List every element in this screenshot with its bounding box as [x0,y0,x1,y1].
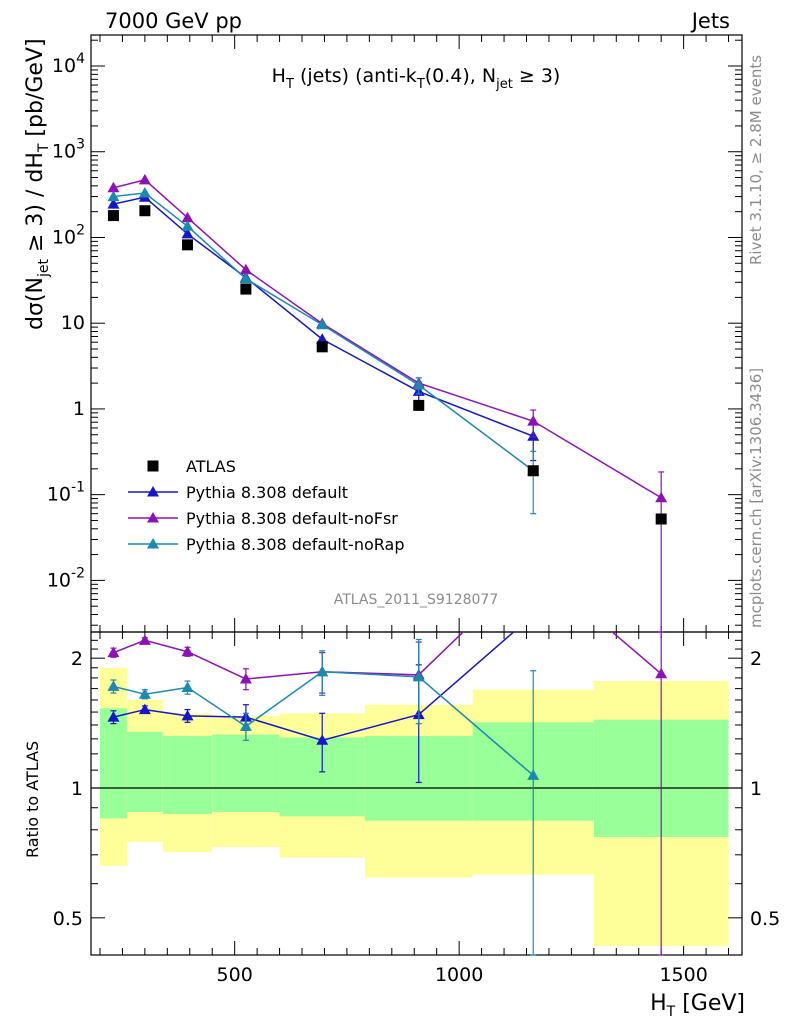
ratio-series-point [181,709,194,721]
ratio-y-tick-label: 0.5 [53,908,83,930]
analysis-id: ATLAS_2011_S9128077 [334,592,499,608]
atlas-data-point [413,399,425,411]
ratio-series-point [181,645,194,657]
header-right: Jets [690,9,730,33]
y-tick-label: 10-2 [47,565,85,591]
y-tick-label: 10 [61,312,85,334]
ratio-y-tick-label: 1 [750,778,762,800]
chart-title: HT (jets) (anti-kT(0.4), Njet ≥ 3) [272,65,561,92]
atlas-data-point [182,239,194,251]
legend-label: Pythia 8.308 default [186,483,348,502]
ratio-series-point [138,634,151,645]
legend-label: Pythia 8.308 default-noRap [186,535,404,554]
ratio-series-point [138,703,151,715]
ratio-y-tick-label: 1 [71,778,83,800]
ratio-band-inner [99,708,127,819]
series-point [107,181,120,193]
series-point [316,318,329,330]
x-tick-label: 1500 [659,964,707,986]
x-tick-label: 500 [217,964,253,986]
series-point [316,333,329,344]
legend: ATLAS Pythia 8.308 default Pythia 8.308 de… [128,457,404,554]
atlas-data-point [107,210,119,222]
atlas-data-point [655,513,667,525]
ratio-series-point [412,670,425,682]
header-left: 7000 GeV pp [105,9,242,33]
legend-marker [147,512,159,523]
series-point [239,272,252,284]
ratio-series-point [107,711,120,722]
legend-marker [147,486,159,497]
y-tick-label: 1 [73,398,85,420]
legend-marker [147,538,159,549]
y-tick-label: 104 [52,51,85,77]
y-axis-label: dσ(Njet ≥ 3) / dHT [pb/GeV] [23,38,52,330]
y-tick-label: 102 [52,222,85,248]
series-point [412,379,425,390]
atlas-data-point [316,341,328,353]
series-point [138,173,151,185]
ratio-series-point [239,672,252,684]
series-point [239,263,252,275]
series-point [107,190,120,202]
ratio-series-point [107,680,120,691]
ratio-y-tick-label: 0.5 [750,908,780,930]
legend-marker-atlas [147,460,159,472]
rivet-label: Rivet 3.1.10, ≥ 2.8M events [747,55,765,265]
ratio-series-point [655,667,668,679]
ratio-series-point [181,681,194,693]
ratio-frame [90,631,743,956]
series-point [181,220,194,231]
ratio-plot: 500 1000 1500 0.5 0.5 1 1 2 2 [53,631,780,986]
ratio-band-inner [162,736,213,815]
series-line [113,192,534,472]
ratio-y-tick-label: 2 [750,648,762,670]
ratio-y-tick-label: 2 [71,648,83,670]
series-point [527,415,540,426]
legend-label: Pythia 8.308 default-noFsr [186,509,398,528]
series-point [107,198,120,209]
series-point [181,211,194,223]
ratio-series-point [527,769,540,780]
ratio-band-inner [126,731,163,812]
main-plot: 10-2 10-1 1 10 102 103 104 [47,34,743,955]
ratio-series-point [316,734,329,745]
series-point [181,227,194,239]
ratio-y-axis-label: Ratio to ATLAS [23,741,42,858]
series-line [113,179,662,499]
y-tick-label: 103 [52,137,85,163]
x-axis-label: HT [GeV] [650,991,745,1020]
y-tick-label: 10-1 [47,480,85,506]
ratio-series-point [239,720,252,731]
series-point [138,187,151,198]
legend-label-atlas: ATLAS [186,457,236,476]
atlas-data-point [527,465,539,477]
ratio-band-inner [212,734,280,812]
ratio-series-point [107,646,120,658]
ratio-series-line [113,632,662,680]
x-tick-label: 1000 [435,964,483,986]
ratio-series-point [138,688,151,699]
atlas-data-point [240,283,252,295]
series-point [655,491,668,503]
mcplots-label: mcplots.cern.ch [arXiv:1306.3436] [747,368,765,628]
ratio-series-point [316,665,329,677]
atlas-data-point [139,205,151,217]
